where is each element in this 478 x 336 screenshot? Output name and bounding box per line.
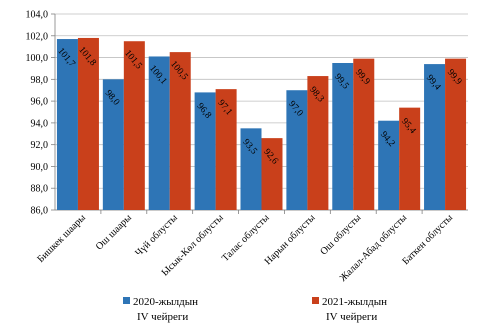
bar — [169, 52, 191, 210]
bar — [399, 107, 421, 210]
bar — [240, 128, 262, 210]
bar — [353, 58, 375, 211]
bar — [148, 56, 170, 210]
bar — [123, 41, 145, 210]
y-tick-label: 86,0 — [31, 206, 49, 217]
y-tick-label: 100,0 — [26, 53, 49, 64]
y-tick-label: 94,0 — [31, 118, 49, 129]
bar — [286, 90, 308, 210]
legend-label: 2020-жылдын — [133, 296, 198, 308]
y-tick-label: 92,0 — [31, 140, 49, 151]
y-tick-label: 88,0 — [31, 184, 49, 195]
bar — [194, 92, 216, 210]
legend: 2020-жылдын IV чейреги 2021-жылдын IV чейре… — [123, 296, 387, 323]
bar — [424, 64, 446, 210]
legend-swatch — [123, 297, 130, 304]
bar — [445, 58, 467, 211]
legend-label: IV чейреги — [137, 311, 188, 323]
y-tick-label: 96,0 — [31, 97, 49, 108]
bar — [56, 39, 78, 210]
bar — [261, 138, 283, 210]
bar — [332, 63, 354, 210]
y-tick-label: 98,0 — [31, 75, 49, 86]
legend-swatch — [312, 297, 319, 304]
y-tick-label: 102,0 — [26, 31, 49, 42]
y-tick-label: 104,0 — [26, 10, 49, 21]
bar — [77, 37, 99, 211]
bar — [378, 120, 400, 210]
y-tick-labels: 86,0 88,0 90,0 92,0 94,0 96,0 98,0 100,0 102,0 10… — [26, 10, 49, 217]
y-tick-label: 90,0 — [31, 162, 49, 173]
bar — [102, 79, 124, 210]
bars — [56, 37, 467, 211]
legend-label: IV чейреги — [326, 311, 377, 323]
legend-label: 2021-жылдын — [322, 296, 387, 308]
bar — [307, 76, 329, 210]
bar — [215, 89, 237, 210]
